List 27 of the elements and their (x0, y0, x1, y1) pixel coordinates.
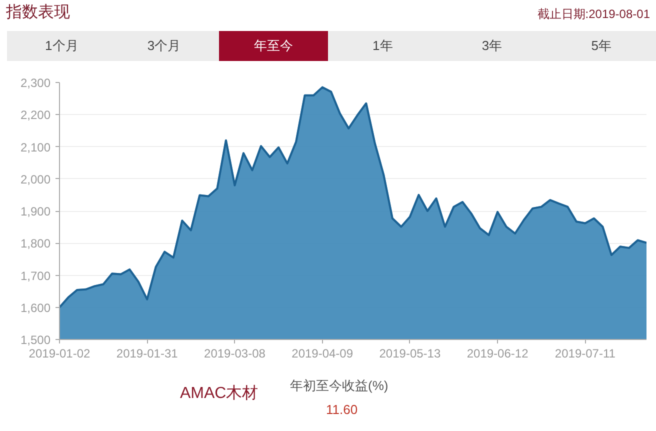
text: 3年 (437, 31, 547, 61)
y-tick-label: 1,800 (20, 236, 51, 251)
x-tick-label: 2019-04-09 (292, 346, 354, 360)
text: 5年 (546, 31, 656, 61)
y-tick-label: 2,200 (20, 108, 51, 122)
y-tick-label: 2,100 (20, 140, 51, 154)
x-tick-label: 2019-06-12 (466, 346, 529, 360)
text: 年至今 (218, 31, 328, 61)
x-tick-label: 2019-07-11 (554, 346, 616, 360)
text: 11.60 (326, 401, 358, 419)
text: 3个月 (109, 31, 219, 61)
y-tick-label: 2,000 (20, 172, 51, 186)
y-tick-label: 1,700 (20, 268, 51, 283)
x-tick-label: 2019-01-31 (116, 346, 178, 360)
text: 截止日期:2019-08-01 (537, 6, 650, 23)
y-tick-label: 1,500 (20, 333, 51, 347)
y-tick-label: 2,300 (20, 76, 51, 90)
text: 1年 (328, 31, 438, 61)
chart-title: 指数表现 (6, 2, 70, 23)
y-tick-label: 1,900 (20, 204, 51, 218)
x-tick-label: 2019-03-08 (204, 346, 266, 360)
text: 1个月 (7, 31, 116, 61)
text: AMAC木材 (180, 384, 258, 404)
x-tick-label: 2019-01-02 (28, 346, 91, 360)
text: 年初至今收益(%) (290, 377, 388, 395)
x-tick-label: 2019-05-13 (379, 346, 441, 360)
y-tick-label: 1,600 (20, 300, 51, 315)
